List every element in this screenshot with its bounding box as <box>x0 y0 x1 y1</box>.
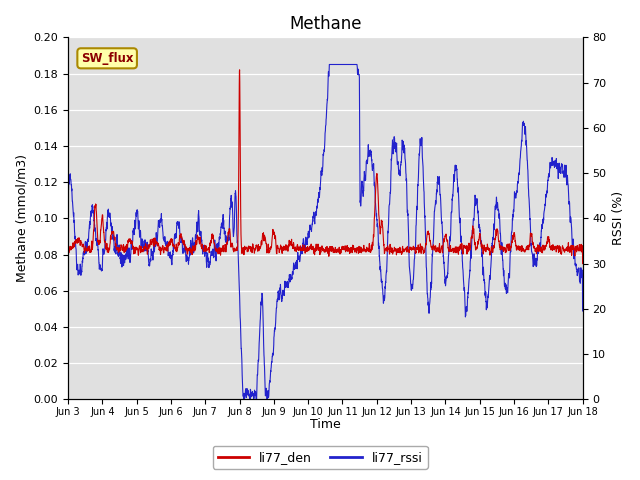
li77_rssi <box>579 308 586 314</box>
li77_rssi <box>326 61 333 67</box>
li77_den <box>154 242 161 248</box>
Title: Methane: Methane <box>289 15 362 33</box>
li77_den <box>262 237 269 243</box>
li77_den <box>123 243 131 249</box>
Text: SW_flux: SW_flux <box>81 52 133 65</box>
Y-axis label: Methane (mmol/m3): Methane (mmol/m3) <box>15 155 28 282</box>
Y-axis label: RSSI (%): RSSI (%) <box>612 192 625 245</box>
Line: li77_den: li77_den <box>68 70 582 264</box>
li77_rssi <box>262 393 269 398</box>
li77_den <box>284 248 292 254</box>
li77_den <box>513 243 521 249</box>
li77_rssi <box>284 282 292 288</box>
Legend: li77_den, li77_rssi: li77_den, li77_rssi <box>212 446 428 469</box>
X-axis label: Time: Time <box>310 419 340 432</box>
li77_den <box>579 261 586 266</box>
Line: li77_rssi: li77_rssi <box>68 64 582 399</box>
li77_den <box>64 261 72 266</box>
li77_rssi <box>154 239 161 245</box>
li77_den <box>569 243 577 249</box>
li77_rssi <box>64 294 72 300</box>
li77_rssi <box>123 248 131 254</box>
li77_rssi <box>513 182 521 188</box>
li77_den <box>236 67 243 72</box>
li77_rssi <box>241 396 248 402</box>
li77_rssi <box>569 243 577 249</box>
